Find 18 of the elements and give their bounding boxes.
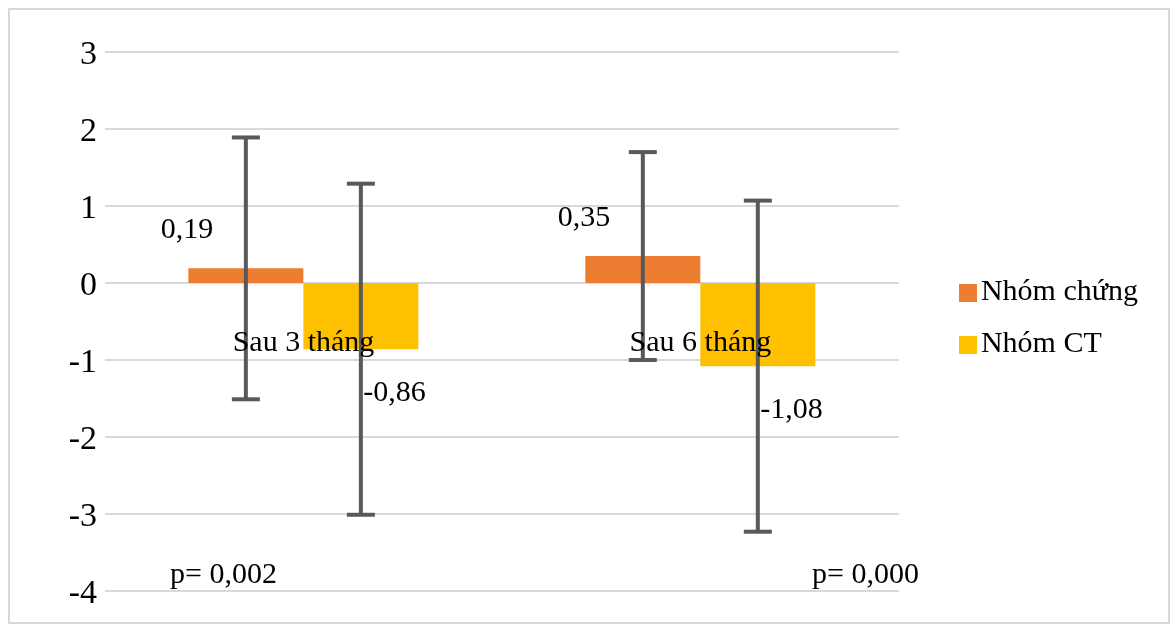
y-tick-label: -1 [68,342,97,380]
bar [188,268,304,283]
y-tick-label: 1 [80,188,97,226]
legend-label: Nhóm chứng [980,273,1138,306]
y-tick-label: 2 [80,111,97,149]
annotation: p= 0,000 [811,556,919,589]
y-tick-label: -3 [68,496,97,534]
legend-label: Nhóm CT [980,325,1102,358]
y-tick-label: -2 [68,419,97,457]
data-label: 0,35 [557,199,611,233]
annotation: p= 0,002 [170,556,277,589]
y-tick-label: 3 [80,34,97,72]
data-label: 0,19 [160,211,214,245]
y-tick-label: 0 [80,265,97,303]
y-tick-label: -4 [68,573,97,611]
data-label: -0,86 [363,374,426,408]
bar [585,256,701,283]
data-label: -1,08 [760,391,823,425]
